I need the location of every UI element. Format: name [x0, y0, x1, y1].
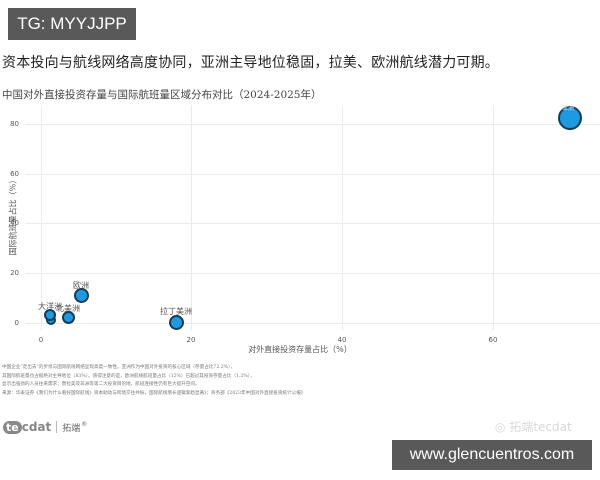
logo-brand-cn: 拓端	[62, 423, 81, 434]
y-axis-label: 国际航班量占比（%）	[8, 175, 18, 256]
tg-badge: TG: MYYJJPP	[8, 8, 136, 40]
gridline-y-60	[25, 174, 600, 175]
bubble-europe[interactable]	[74, 288, 89, 303]
gridline-y-80	[25, 124, 600, 125]
gridline-x-0	[41, 105, 42, 330]
gridline-y-40	[25, 223, 600, 224]
logo-divider	[56, 421, 58, 433]
bubble-label-asia: 亚洲	[562, 105, 575, 112]
bubble-label-europe: 欧洲	[73, 281, 89, 290]
bubble-latin-america[interactable]	[169, 315, 184, 330]
logo-circle-icon: te	[3, 421, 22, 434]
bubble-north-america[interactable]	[62, 311, 75, 324]
y-tick: 40	[10, 219, 19, 227]
y-tick: 20	[10, 269, 19, 277]
chart-title: 中国对外直接投资存量与国际航班量区域分布对比（2024-2025年）	[2, 89, 322, 101]
registered-mark: ®	[81, 420, 88, 428]
bubble-oceania[interactable]	[44, 309, 56, 321]
note-line: 其国际航班量也占据绝对主导地位（83%）。值得注意的是，欧洲航线航班量占比（12…	[2, 373, 255, 379]
note-line: 来源：华泰证券《我们为什么看好国际航线》资本助动与跨境交往共振，国际航线增长逻辑…	[2, 390, 306, 396]
headline: 资本投向与航线网络高度协同，亚洲主导地位稳固，拉美、欧洲航线潜力可期。	[2, 55, 499, 71]
gridline-x-60	[493, 105, 494, 330]
x-tick: 20	[186, 336, 196, 344]
gridline-y-20	[25, 273, 600, 274]
weibo-icon: ◎	[495, 420, 506, 434]
weibo-watermark: ◎ 拓端tecdat	[495, 420, 572, 434]
chart-notes: 中国企业“走出去”的步伐与国际航线网络呈现高度一致性。亚洲作为中国对外投资的核心…	[2, 364, 382, 398]
x-tick: 40	[337, 336, 347, 344]
bubble-label-oceania: 大洋洲	[38, 302, 62, 311]
y-tick: 60	[10, 170, 19, 178]
bubble-label-north-america: 北美洲	[56, 304, 80, 313]
gridline-y-0	[25, 323, 600, 324]
y-tick: 80	[10, 120, 19, 128]
x-tick: 60	[488, 336, 498, 344]
tecdat-logo: tetecdatcdat 拓端®	[3, 420, 87, 434]
site-badge: www.glencuentros.com	[392, 440, 592, 470]
note-line: 中国企业“走出去”的步伐与国际航线网络呈现高度一致性。亚洲作为中国对外投资的核心…	[2, 365, 235, 370]
logo-mark: tetecdatcdat	[3, 420, 51, 434]
y-tick: 0	[14, 319, 19, 327]
bubble-label-latin-america: 拉丁美洲	[160, 307, 192, 316]
bubble-asia[interactable]	[558, 106, 582, 130]
note-line: 显示出强劲的人员往来需求；而拉美及非洲等第二大投资目的地，航班连接性仍有巨大提升…	[2, 382, 200, 387]
gridline-x-20	[191, 105, 192, 330]
gridline-x-40	[342, 105, 343, 330]
scatter-plot: 0 20 40 60 80 0 20 40 60 国际航班量占比（%） 对外直接…	[8, 105, 600, 354]
x-tick: 0	[38, 336, 44, 344]
x-axis-label: 对外直接投资存量占比（%）	[248, 345, 352, 354]
